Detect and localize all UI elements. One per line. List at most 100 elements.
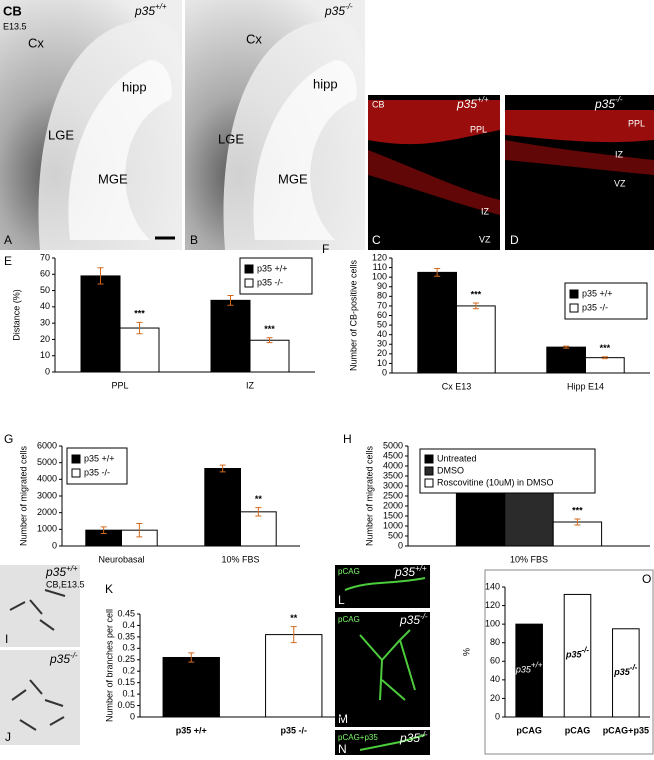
y-tick-label: 0.1 — [122, 688, 135, 698]
bar — [585, 357, 625, 374]
error-bar — [227, 294, 234, 306]
y-tick-label: 140 — [485, 581, 500, 591]
legend-swatch — [569, 289, 579, 299]
y-tick-label: 60 — [377, 310, 387, 320]
legend-swatch — [569, 303, 579, 313]
y-tick-label: 0.15 — [117, 677, 135, 687]
y-tick-label: 0 — [45, 366, 50, 376]
label: Cx — [246, 31, 262, 46]
y-tick-label: 80 — [490, 637, 500, 647]
y-tick-label: 90 — [377, 281, 387, 291]
y-tick-label: 120 — [372, 252, 387, 262]
legend-swatch — [244, 278, 254, 288]
x-tick-label: p35 -/- — [280, 725, 307, 735]
significance: *** — [134, 309, 145, 319]
genotype: p35+/+ — [45, 564, 78, 579]
y-tick-label: 20 — [377, 348, 387, 358]
legend-frame — [239, 257, 313, 295]
panel-letter: L — [338, 593, 345, 607]
label: IZ — [615, 149, 624, 159]
legend-frame — [564, 282, 648, 320]
y-tick-label: 3500 — [383, 470, 403, 480]
y-tick-label: 20 — [40, 334, 50, 344]
legend-label: p35 +/+ — [582, 288, 613, 298]
legend-swatch — [244, 264, 254, 274]
panel-letter: B — [190, 233, 198, 247]
y-tick-label: 0.45 — [117, 608, 135, 618]
error-bar — [574, 518, 581, 526]
y-tick-label: 0.35 — [117, 631, 135, 641]
error-bar — [136, 321, 143, 335]
genotype: p35+/+ — [394, 564, 427, 579]
legend-label: Roscovitine (10uM) in DMSO — [437, 477, 554, 487]
stain — [368, 100, 500, 145]
significance: *** — [600, 343, 611, 353]
y-tick-label: 3000 — [37, 490, 57, 500]
y-tick-label: 5000 — [383, 440, 403, 450]
legend-frame — [66, 447, 128, 485]
y-tick-label: 5000 — [37, 457, 57, 467]
panel-letter: I — [5, 632, 8, 646]
panel-letter: G — [4, 432, 13, 446]
legend-swatch — [424, 454, 434, 464]
x-tick-label: 10% FBS — [510, 554, 548, 564]
y-tick-label: 60 — [490, 656, 500, 666]
neuron — [359, 734, 426, 751]
bar — [162, 656, 220, 718]
y-tick-label: 1500 — [383, 510, 403, 520]
stain — [505, 110, 654, 143]
micrograph — [0, 565, 80, 647]
bar-label: p35-/- — [565, 646, 589, 660]
y-tick-label: 20 — [490, 693, 500, 703]
y-tick-label: 3000 — [383, 480, 403, 490]
panel-letter: D — [510, 233, 519, 247]
y-tick-label: 4000 — [37, 474, 57, 484]
label: LGE — [218, 131, 244, 146]
x-tick-label: 10% FBS — [221, 554, 259, 564]
y-tick-label: 0 — [382, 367, 387, 377]
cells — [11, 679, 65, 731]
panel-frame — [484, 569, 654, 755]
y-tick-label: 100 — [485, 619, 500, 629]
panel-letter: N — [338, 742, 347, 755]
y-tick-label: 0 — [495, 711, 500, 721]
panel-letter: C — [372, 233, 381, 247]
error-bar — [188, 652, 195, 663]
x-tick-label: Hipp E14 — [567, 381, 604, 391]
label: PPL — [628, 118, 645, 128]
label: PPL — [470, 124, 487, 134]
legend-label: Untreated — [437, 453, 477, 463]
micrograph — [335, 730, 430, 755]
error-bar — [136, 523, 143, 538]
y-tick-label: 70 — [40, 252, 50, 262]
x-tick-label: p35 +/+ — [176, 725, 207, 735]
y-tick-label: 100 — [372, 272, 387, 282]
y-tick-label: 0.2 — [122, 666, 135, 676]
y-tick-label: 60 — [40, 269, 50, 279]
y-axis-title: Number of branches per cell — [104, 609, 114, 722]
y-tick-label: 2500 — [383, 490, 403, 500]
x-tick-label: PPL — [111, 380, 128, 390]
bar-label: p35+/+ — [515, 661, 543, 675]
y-axis-title: Number of migrated cells — [364, 445, 374, 546]
error-bar — [219, 464, 226, 473]
y-tick-label: 0.4 — [122, 620, 135, 630]
y-tick-label: 2000 — [383, 500, 403, 510]
label: IZ — [481, 206, 490, 216]
label: LGE — [48, 127, 74, 142]
bar — [456, 305, 496, 374]
error-bar — [255, 507, 262, 517]
legend-label: p35 -/- — [582, 302, 608, 312]
error-bar — [266, 337, 273, 344]
x-tick-label: pCAG — [565, 725, 591, 735]
label: CB,E13.5 — [46, 579, 85, 589]
neuron — [359, 629, 416, 701]
label: VZ — [614, 178, 626, 188]
y-tick-label: 10 — [377, 358, 387, 368]
bar — [119, 327, 160, 373]
bar — [563, 593, 592, 718]
y-tick-label: 0.25 — [117, 654, 135, 664]
y-tick-label: 10 — [40, 350, 50, 360]
bar-label-gene: p35 — [613, 667, 631, 677]
